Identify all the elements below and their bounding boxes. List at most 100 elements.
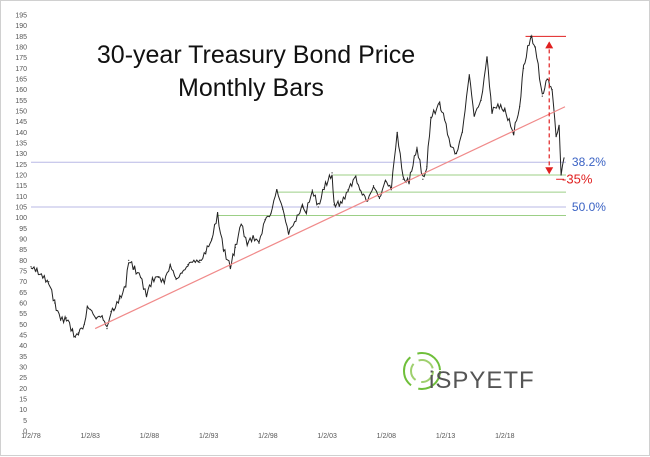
y-tick-label: 115 [16,183,27,190]
price-data-point [551,89,553,91]
y-tick-label: 165 [15,77,27,84]
y-axis: 0 5 10 15 20 25 30 35 40 45 50 55 60 65 70 75 80 85 90 95 10… [15,13,27,436]
y-tick-label: 10 [19,407,27,414]
price-data-point [77,332,79,334]
price-data-point [305,210,307,212]
price-data-point [396,131,398,133]
y-tick-label: 185 [15,34,27,41]
price-data-point [422,178,424,180]
y-tick-label: 35 [19,354,27,361]
fib-level-label: 50.0% [572,200,606,214]
price-data-point [529,35,532,37]
price-data-point [461,131,463,133]
price-data-point [416,146,418,148]
price-data-point [193,259,195,261]
price-data-point [355,176,357,178]
y-tick-label: 60 [19,301,27,308]
price-data-point [426,165,428,168]
y-tick-label: 85 [19,247,27,254]
price-data-point [205,251,207,253]
logo-text: iSPYETF [429,367,535,394]
price-data-point [439,104,441,106]
price-data-point [187,264,189,266]
annotations: 38.2% 50.0% -35% [562,155,606,214]
price-data-point [246,242,248,244]
price-data-point [541,95,543,97]
price-data-point [229,266,231,268]
y-tick-label: 140 [15,130,27,137]
price-data-point [522,67,525,69]
price-data-point [443,118,446,121]
price-data-point [30,266,32,268]
chart-title-line-1: 30-year Treasury Bond Price [97,41,415,69]
y-tick-label: 50 [19,322,27,329]
price-data-point [42,276,44,278]
x-tick-label: 1/2/88 [140,433,160,440]
price-data-point [513,131,515,133]
fib-level-label: 38.2% [572,155,606,169]
price-data-point [359,189,361,191]
price-data-point [169,264,171,266]
guide-lines [31,35,566,217]
y-tick-label: 130 [15,151,27,158]
x-tick-label: 1/2/78 [21,433,41,440]
price-data-point [288,232,290,234]
price-data-point [175,278,177,281]
y-tick-label: 5 [23,418,27,425]
price-data-point [216,214,219,217]
price-data-point [119,298,121,300]
price-data-point [60,319,62,321]
logo-ring-icon [403,352,441,390]
price-data-point [101,315,103,317]
x-axis: 1/2/78 1/2/83 1/2/88 1/2/93 1/2/98 1/2/03 1/2/… [21,433,514,440]
price-data-point [83,323,85,325]
y-tick-label: 125 [15,162,27,169]
price-data-point [222,249,225,251]
y-tick-label: 40 [19,343,27,350]
price-data-point [48,281,50,283]
price-data-point [347,189,349,191]
x-tick-label: 1/2/13 [436,433,456,440]
y-tick-label: 0 [23,429,27,436]
y-tick-label: 190 [15,23,27,30]
price-series-line [30,34,565,338]
y-tick-label: 170 [15,66,27,73]
price-data-point [270,212,272,214]
price-data-point [563,157,565,159]
price-data-point [36,270,38,272]
x-tick-label: 1/2/93 [199,433,219,440]
y-tick-label: 95 [19,226,27,233]
drop-arrow [545,41,554,175]
x-tick-label: 1/2/98 [258,433,278,440]
arrow-up-icon [545,41,554,49]
y-tick-label: 175 [15,55,27,62]
y-tick-label: 195 [15,13,27,20]
price-data-point [113,308,115,310]
price-data-point [134,268,136,270]
y-tick-label: 155 [15,98,27,105]
price-data-point [282,208,284,210]
y-tick-label: 105 [15,205,27,212]
price-data-point [491,110,493,112]
price-data-point [468,74,470,76]
chart-title-line-2: Monthly Bars [178,74,324,102]
x-tick-label: 1/2/18 [495,433,515,440]
y-tick-label: 90 [19,237,27,244]
price-data-point [71,330,74,332]
logo-ring-inner-icon [410,359,434,383]
price-data-point [163,281,165,283]
drawdown-label: -35% [562,171,593,186]
price-data-point [106,328,108,330]
price-data-point [331,172,333,174]
price-data-point [258,242,260,244]
price-data-point [504,110,506,112]
y-tick-label: 150 [15,109,27,116]
price-data-point [211,238,213,240]
price-data-point [95,317,97,319]
price-data-point [89,308,91,310]
price-data-point [54,302,56,304]
price-data-point [555,136,557,138]
y-tick-label: 180 [15,45,27,52]
